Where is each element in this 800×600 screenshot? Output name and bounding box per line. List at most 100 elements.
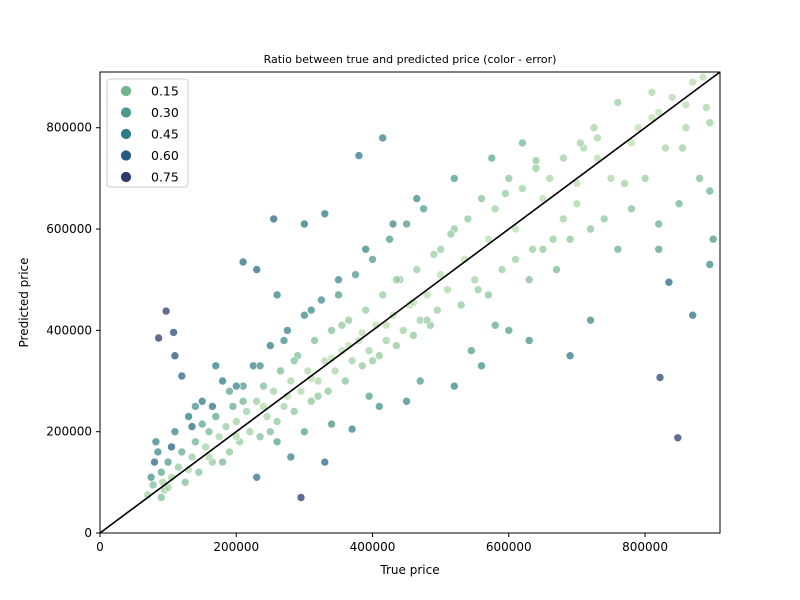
data-point — [501, 189, 510, 198]
data-point — [705, 260, 715, 269]
data-point — [565, 351, 575, 361]
data-point — [296, 493, 306, 502]
legend: 0.15 0.30 0.45 0.60 0.75 — [106, 78, 189, 188]
data-point — [511, 224, 520, 234]
data-point — [688, 77, 698, 87]
data-point — [613, 98, 623, 107]
data-point — [654, 245, 664, 254]
data-point — [504, 326, 514, 335]
data-point — [211, 361, 221, 371]
data-point — [477, 361, 486, 371]
data-point — [552, 265, 561, 274]
data-point — [446, 229, 456, 239]
data-point — [381, 336, 391, 345]
y-tick-label: 0 — [84, 526, 92, 540]
data-point — [436, 245, 446, 254]
data-point — [463, 214, 473, 224]
data-point — [422, 315, 432, 325]
x-tick-label: 400000 — [350, 540, 396, 554]
data-point — [490, 204, 500, 214]
data-point — [279, 402, 289, 411]
data-point — [191, 402, 200, 411]
data-point — [177, 447, 187, 457]
data-point — [545, 174, 555, 183]
data-point — [518, 138, 527, 148]
x-tick-label: 0 — [96, 540, 104, 554]
data-point — [187, 452, 197, 462]
y-tick-label: 200000 — [46, 425, 92, 439]
data-point — [487, 153, 497, 163]
data-point — [511, 255, 520, 264]
data-point — [538, 245, 548, 254]
data-point — [572, 199, 582, 208]
data-point — [673, 433, 683, 443]
data-point — [664, 277, 674, 287]
data-point — [221, 422, 231, 431]
data-point — [351, 270, 360, 279]
data-point — [708, 234, 718, 244]
data-point — [705, 118, 715, 127]
data-point — [218, 457, 227, 467]
data-point — [153, 447, 163, 457]
data-point — [296, 386, 306, 396]
data-point — [252, 472, 262, 482]
data-point — [252, 265, 262, 274]
data-point — [449, 174, 459, 183]
data-point — [320, 457, 330, 467]
data-point — [201, 442, 210, 452]
data-point — [368, 255, 377, 264]
data-point — [170, 427, 180, 437]
data-point — [191, 437, 200, 447]
data-point — [151, 437, 161, 447]
data-point — [323, 386, 333, 396]
data-point — [558, 153, 568, 163]
plot-area-frame — [99, 71, 721, 534]
data-point — [378, 290, 388, 300]
data-point — [524, 336, 534, 345]
data-point — [347, 424, 357, 434]
data-point — [361, 245, 371, 254]
data-point — [667, 93, 677, 102]
data-point — [586, 224, 595, 234]
data-point — [354, 151, 364, 160]
data-point — [392, 275, 401, 285]
data-point — [232, 432, 241, 442]
data-point — [306, 396, 316, 406]
data-point — [361, 305, 371, 315]
data-point — [272, 437, 282, 447]
data-point — [327, 419, 336, 429]
x-tick-label: 800000 — [622, 540, 668, 554]
data-point — [473, 285, 483, 295]
y-tick-label: 400000 — [46, 323, 92, 337]
data-point — [374, 402, 384, 411]
data-point — [678, 143, 687, 153]
data-point — [204, 452, 214, 462]
data-point — [538, 194, 548, 203]
data-point — [412, 194, 422, 203]
data-point — [402, 219, 411, 229]
data-point — [674, 199, 684, 208]
data-point — [225, 386, 234, 396]
data-point — [187, 422, 197, 431]
data-point — [163, 483, 173, 492]
data-point — [214, 432, 224, 442]
data-point — [146, 472, 156, 482]
data-point — [456, 300, 466, 310]
data-point — [204, 427, 214, 437]
data-point — [575, 138, 585, 148]
data-point — [398, 326, 408, 335]
data-point — [300, 427, 309, 437]
data-point — [238, 257, 248, 267]
identity-reference-line — [99, 71, 721, 534]
x-axis-label: True price — [379, 563, 439, 577]
data-point — [255, 361, 265, 371]
data-point — [654, 108, 664, 117]
data-point — [528, 245, 537, 254]
data-point — [702, 103, 711, 112]
data-point — [317, 295, 326, 305]
data-point — [357, 361, 367, 371]
legend-label: 0.15 — [151, 84, 179, 99]
data-point — [586, 315, 595, 325]
data-point — [374, 351, 384, 361]
